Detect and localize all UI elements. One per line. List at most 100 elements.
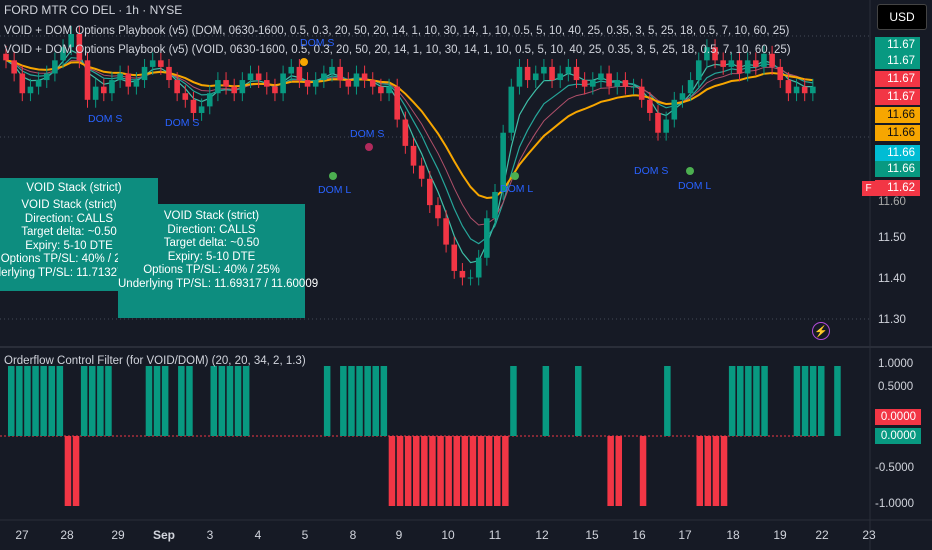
- candle-body: [435, 205, 441, 219]
- candle: [247, 65, 254, 88]
- candle-body: [247, 73, 254, 81]
- candle-body: [27, 86, 34, 94]
- candle: [117, 65, 123, 88]
- currency-button[interactable]: USD: [877, 4, 927, 30]
- callout-line: Options TP/SL: 40% / 25%: [143, 264, 280, 276]
- osc-bar: [145, 366, 153, 436]
- candle-body: [345, 80, 352, 87]
- dom-long-marker[interactable]: DOM L: [318, 184, 352, 196]
- osc-bar: [218, 366, 226, 436]
- candle: [353, 65, 360, 95]
- candle-body: [361, 73, 368, 81]
- candle-body: [622, 80, 629, 87]
- osc-bar: [89, 366, 96, 436]
- indicator-dom-label[interactable]: VOID + DOM Options Playbook (v5) (DOM, 0…: [4, 25, 790, 37]
- candle-body: [76, 34, 83, 61]
- indicator-void-label[interactable]: VOID + DOM Options Playbook (v5) (VOID, …: [4, 44, 791, 56]
- lightning-icon[interactable]: ⚡: [812, 322, 830, 340]
- candle: [590, 72, 596, 95]
- osc-bar: [356, 366, 363, 436]
- candle: [215, 72, 221, 102]
- time-axis-label: 15: [585, 528, 599, 542]
- candle: [728, 52, 735, 75]
- candle-body: [125, 73, 132, 87]
- dom-short-marker[interactable]: DOM S: [634, 165, 669, 177]
- time-axis-label: 3: [206, 528, 214, 542]
- osc-bar: [32, 366, 39, 436]
- dom-short-marker[interactable]: DOM S: [88, 113, 123, 125]
- candle: [60, 39, 66, 69]
- candle-body: [761, 53, 767, 67]
- candle-body: [280, 73, 286, 94]
- candle-body: [532, 73, 539, 81]
- candle-body: [329, 66, 335, 74]
- candle-body: [174, 80, 180, 94]
- dom-short-marker[interactable]: DOM S: [350, 128, 385, 140]
- candle-body: [158, 60, 164, 67]
- candle: [427, 170, 433, 214]
- dom-long-marker[interactable]: DOM L: [678, 180, 712, 192]
- candle-body: [418, 165, 425, 179]
- candle: [736, 52, 743, 82]
- candle-body: [500, 132, 506, 192]
- candle: [345, 72, 352, 95]
- candle: [598, 65, 604, 88]
- candle-body: [353, 73, 360, 87]
- candle: [239, 72, 246, 102]
- dom-short-marker[interactable]: DOM S: [165, 117, 200, 129]
- osc-bar: [421, 436, 428, 506]
- candle-body: [369, 80, 376, 87]
- time-axis-label: 11: [488, 528, 502, 542]
- price-plot[interactable]: [3, 26, 816, 286]
- candle: [524, 59, 531, 88]
- flag-badge[interactable]: F: [862, 181, 875, 196]
- candle-body: [378, 86, 384, 94]
- candle-body: [459, 270, 466, 278]
- oscillator-label[interactable]: Orderflow Control Filter (for VOID/DOM) …: [4, 355, 306, 367]
- candle-body: [190, 99, 197, 113]
- dom-long-marker[interactable]: DOM L: [500, 183, 534, 195]
- time-axis-label: 27: [15, 528, 29, 542]
- time-axis-label: 29: [111, 528, 125, 542]
- osc-bar: [469, 436, 477, 506]
- candle-body: [288, 66, 295, 74]
- candle-body: [304, 80, 311, 87]
- osc-bar: [242, 366, 250, 436]
- candle: [386, 78, 392, 102]
- oscillator-plot[interactable]: [8, 366, 841, 506]
- candle: [304, 72, 311, 95]
- candle: [378, 78, 384, 102]
- candle-body: [475, 257, 482, 278]
- osc-bar: [453, 436, 460, 506]
- osc-bar: [40, 366, 47, 436]
- candle-body: [19, 73, 26, 94]
- candle-body: [704, 47, 710, 61]
- candle: [321, 65, 327, 88]
- candle: [418, 157, 425, 187]
- candle-body: [810, 86, 816, 94]
- candle-body: [35, 80, 42, 87]
- candle: [801, 78, 808, 102]
- void-stack-callout-2: VOID Stack (strict) Direction: CALLS Tar…: [118, 204, 318, 318]
- osc-bar: [234, 366, 242, 436]
- dom-short-marker[interactable]: DOM S: [300, 37, 335, 49]
- candle: [133, 72, 140, 95]
- candle: [312, 72, 319, 95]
- candle: [206, 85, 213, 115]
- candle: [451, 236, 458, 279]
- osc-bar: [753, 366, 760, 436]
- candle: [166, 59, 172, 88]
- candle: [492, 184, 498, 227]
- candle: [475, 249, 482, 286]
- time-axis-label: 23: [862, 528, 876, 542]
- candle: [606, 65, 612, 95]
- symbol-title[interactable]: FORD MTR CO DEL · 1h · NYSE: [4, 3, 183, 17]
- candle: [288, 59, 295, 82]
- candle: [190, 91, 197, 121]
- candle-body: [467, 277, 474, 279]
- candle: [655, 105, 661, 141]
- candle-body: [565, 66, 572, 74]
- candle-body: [549, 66, 555, 81]
- price-tick: 11.50: [878, 232, 906, 244]
